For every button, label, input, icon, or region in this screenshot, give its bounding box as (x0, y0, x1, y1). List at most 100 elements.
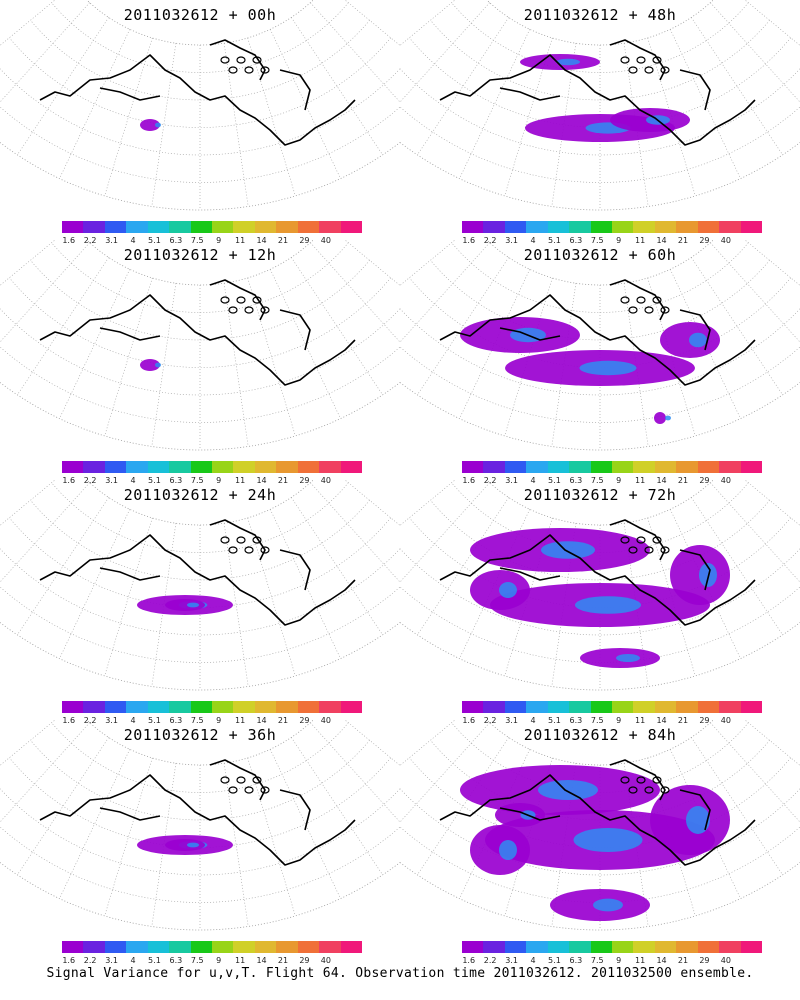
meridian-line (710, 722, 800, 823)
panel-title: 2011032612 + 84h (523, 726, 677, 744)
colorbar-tick-label: 1.6 (462, 236, 476, 245)
latitude-line (0, 788, 400, 876)
meridian-line (291, 497, 383, 636)
colorbar-tick-label: 5.1 (548, 476, 561, 485)
meridian-line (17, 497, 109, 636)
colorbar-swatch (276, 461, 299, 473)
colorbar-swatch (233, 701, 256, 713)
colorbar-swatch (483, 701, 506, 713)
colorbar-swatch (612, 701, 634, 713)
colorbar-swatch (526, 941, 549, 953)
island (220, 56, 230, 64)
colorbar-swatch (319, 221, 342, 233)
colorbar-tick-label: 2.2 (483, 236, 497, 245)
meridian-line (400, 240, 456, 286)
colorbar-tick-label: 9 (616, 956, 622, 965)
colorbar-labels: 1.6 2.2 3.1 4 5.1 6.3 7.5 9 11 14 21 29 40 (462, 956, 762, 966)
variance-core (155, 362, 161, 368)
colorbar-swatch (526, 221, 549, 233)
colorbar-swatch (504, 701, 527, 713)
colorbar-tick-label: 40 (320, 476, 331, 485)
colorbar-tick-label: 4 (130, 476, 136, 485)
colorbar-tick-label: 11 (635, 716, 646, 725)
colorbar-tick-label: 21 (277, 956, 289, 965)
latitude-line (451, 242, 749, 313)
variance-region (165, 839, 205, 851)
colorbar-tick-label: 21 (277, 476, 289, 485)
panel-title: 2011032612 + 12h (123, 246, 277, 264)
latitude-line (0, 548, 400, 636)
colorbar-tick-label: 14 (656, 956, 667, 965)
island (620, 56, 630, 64)
panel-title: 2011032612 + 00h (123, 6, 277, 24)
colorbar-tick-label: 2.2 (83, 956, 97, 965)
colorbar-labels: 1.6 2.2 3.1 4 5.1 6.3 7.5 9 11 14 21 29 40 (62, 716, 362, 726)
colorbar-swatch (297, 941, 320, 953)
island (236, 536, 246, 544)
meridian-line (310, 722, 400, 823)
colorbar-swatch (233, 941, 256, 953)
island (260, 786, 270, 794)
colorbar-swatch (83, 221, 106, 233)
meridian-line (691, 17, 783, 156)
latitude-line (51, 242, 349, 313)
variance-core (556, 58, 580, 66)
colorbar-swatch (676, 461, 699, 473)
colorbar-tick-label: 14 (656, 716, 667, 725)
colorbar-tick-label: 1.6 (62, 476, 76, 485)
colorbar-swatch (104, 461, 127, 473)
colorbar-swatch (212, 941, 234, 953)
colorbar-swatch (590, 701, 613, 713)
colorbar-tick-label: 7.5 (190, 236, 204, 245)
latitude-line (51, 722, 349, 793)
meridian-line (0, 242, 90, 343)
meridian-line (344, 0, 400, 46)
latitude-line (430, 20, 770, 101)
colorbar-swatch (62, 221, 84, 233)
colorbar-tick-label: 21 (677, 236, 689, 245)
variance-core (579, 360, 637, 376)
meridian-line (459, 29, 531, 179)
meridian-line (59, 29, 131, 179)
colorbar-tick-label: 6.3 (169, 716, 183, 725)
meridian-line (104, 277, 153, 437)
colorbar-swatch (569, 461, 592, 473)
graticule (400, 240, 800, 451)
colorbar-swatch (83, 461, 106, 473)
colorbar-swatch (483, 221, 506, 233)
meridian-line (400, 2, 490, 103)
coastline (439, 39, 756, 146)
meridian-line (417, 497, 509, 636)
colorbar-swatch (62, 701, 84, 713)
meridian-line (59, 509, 131, 659)
colorbar-swatch (254, 701, 277, 713)
island (652, 536, 662, 544)
colorbar-tick-label: 9 (216, 716, 222, 725)
meridian-line (247, 757, 296, 917)
colorbar-tick-label: 5.1 (148, 476, 161, 485)
island (620, 536, 630, 544)
colorbar-tick-label: 40 (320, 956, 331, 965)
colorbar-swatch (569, 221, 592, 233)
meridian-line (269, 509, 341, 659)
meridian-line (151, 43, 177, 207)
meridian-line (0, 722, 90, 823)
colorbar-swatch (569, 941, 592, 953)
variance-core (499, 582, 517, 598)
meridian-line (104, 757, 153, 917)
colorbar-swatch (340, 941, 363, 953)
meridian-line (151, 763, 177, 927)
colorbar-tick-label: 9 (616, 476, 622, 485)
island (636, 56, 646, 64)
colorbar-tick-label: 29 (699, 236, 710, 245)
island (628, 306, 638, 314)
colorbar-tick-label: 29 (299, 236, 310, 245)
colorbar-swatch (697, 221, 720, 233)
colorbar-swatch (212, 461, 234, 473)
meridian-line (647, 277, 696, 437)
meridian-line (344, 480, 400, 526)
colorbar-swatch (462, 221, 484, 233)
colorbar-tick-label: 11 (635, 236, 646, 245)
variance-core (686, 806, 710, 834)
colorbar-tick-label: 29 (699, 476, 710, 485)
